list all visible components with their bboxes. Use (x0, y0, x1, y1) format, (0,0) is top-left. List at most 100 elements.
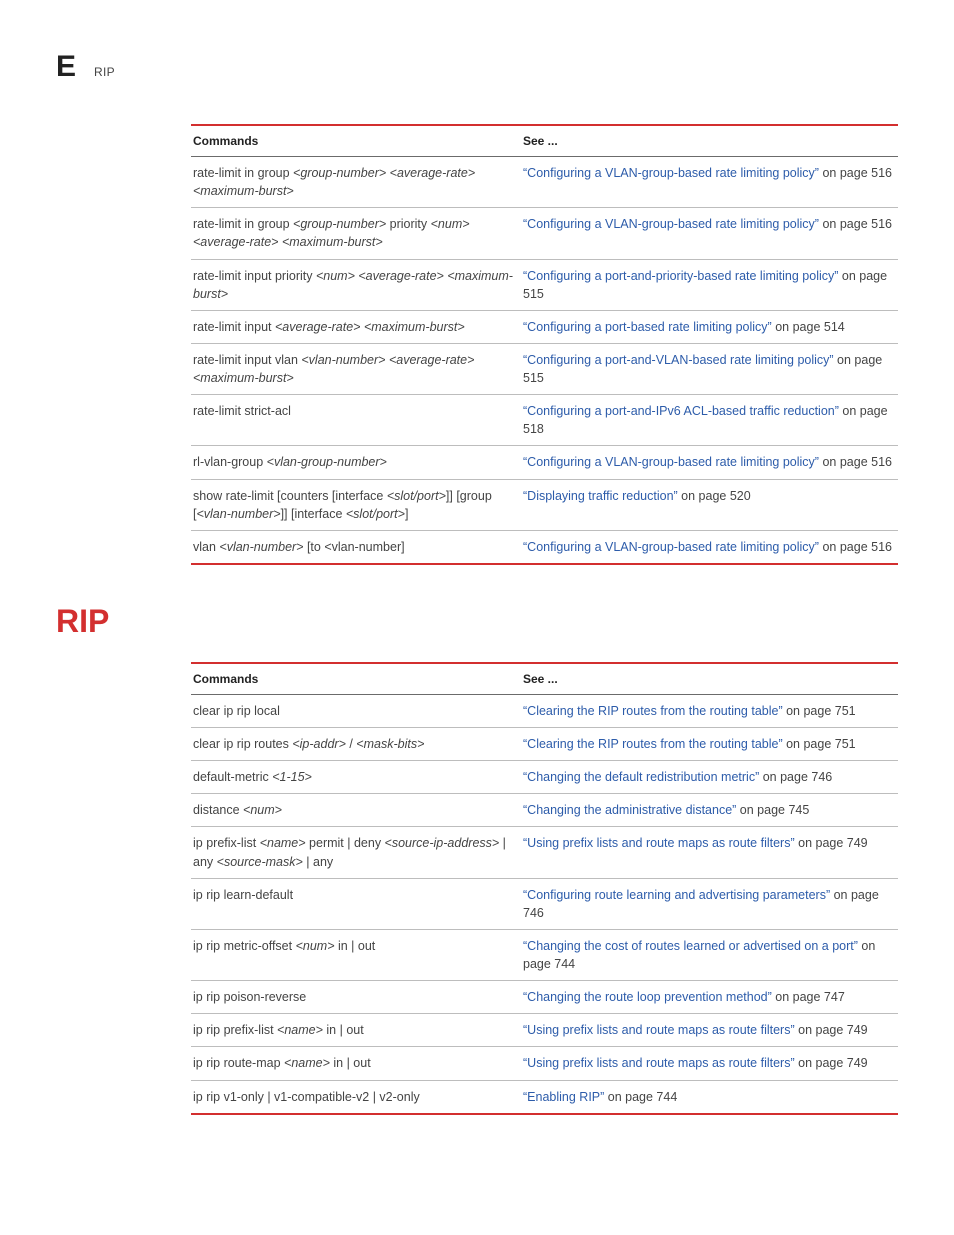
page-ref: on page 745 (736, 803, 809, 817)
cross-ref-link[interactable]: “Configuring a VLAN-group-based rate lim… (523, 166, 819, 180)
command-cell: ip rip prefix-list <name> in | out (191, 1014, 521, 1047)
table-row: ip rip metric-offset <num> in | out“Chan… (191, 929, 898, 980)
cross-ref-link[interactable]: “Configuring a port-and-VLAN-based rate … (523, 353, 834, 367)
command-cell: ip rip poison-reverse (191, 981, 521, 1014)
see-cell: “Configuring a VLAN-group-based rate lim… (521, 446, 898, 479)
cross-ref-link[interactable]: “Displaying traffic reduction” (523, 489, 678, 503)
cross-ref-link[interactable]: “Changing the default redistribution met… (523, 770, 759, 784)
page-ref: on page 520 (678, 489, 751, 503)
see-cell: “Configuring a port-and-IPv6 ACL-based t… (521, 395, 898, 446)
see-cell: “Configuring a VLAN-group-based rate lim… (521, 530, 898, 564)
table-row: ip prefix-list <name> permit | deny <sou… (191, 827, 898, 878)
appendix-label: RIP (94, 65, 115, 79)
page-ref: on page 516 (819, 217, 892, 231)
see-cell: “Using prefix lists and route maps as ro… (521, 1014, 898, 1047)
running-head: E RIP (56, 50, 898, 84)
table-row: clear ip rip local“Clearing the RIP rout… (191, 694, 898, 727)
see-cell: “Configuring a VLAN-group-based rate lim… (521, 208, 898, 259)
page-ref: on page 516 (819, 166, 892, 180)
table-row: ip rip learn-default“Configuring route l… (191, 878, 898, 929)
command-cell: rl-vlan-group <vlan-group-number> (191, 446, 521, 479)
table-row: distance <num>“Changing the administrati… (191, 794, 898, 827)
page-ref: on page 749 (795, 1023, 868, 1037)
cross-ref-link[interactable]: “Configuring a port-and-priority-based r… (523, 269, 838, 283)
command-cell: ip rip v1-only | v1-compatible-v2 | v2-o… (191, 1080, 521, 1114)
table-rip: Commands See ... clear ip rip local“Clea… (191, 662, 898, 1115)
table-rate-limit-wrap: Commands See ... rate-limit in group <gr… (191, 124, 898, 565)
cross-ref-link[interactable]: “Using prefix lists and route maps as ro… (523, 836, 795, 850)
page-ref: on page 747 (772, 990, 845, 1004)
col-header-see: See ... (521, 125, 898, 157)
see-cell: “Enabling RIP” on page 744 (521, 1080, 898, 1114)
cross-ref-link[interactable]: “Using prefix lists and route maps as ro… (523, 1023, 795, 1037)
cross-ref-link[interactable]: “Clearing the RIP routes from the routin… (523, 737, 783, 751)
cross-ref-link[interactable]: “Configuring a VLAN-group-based rate lim… (523, 217, 819, 231)
table-row: ip rip poison-reverse“Changing the route… (191, 981, 898, 1014)
table-row: ip rip prefix-list <name> in | out“Using… (191, 1014, 898, 1047)
see-cell: “Displaying traffic reduction” on page 5… (521, 479, 898, 530)
table-row: rate-limit in group <group-number> <aver… (191, 157, 898, 208)
see-cell: “Using prefix lists and route maps as ro… (521, 1047, 898, 1080)
see-cell: “Changing the route loop prevention meth… (521, 981, 898, 1014)
page-ref: on page 751 (783, 704, 856, 718)
table-row: show rate-limit [counters [interface <sl… (191, 479, 898, 530)
col-header-see: See ... (521, 663, 898, 695)
command-cell: show rate-limit [counters [interface <sl… (191, 479, 521, 530)
see-cell: “Changing the administrative distance” o… (521, 794, 898, 827)
page-ref: on page 516 (819, 455, 892, 469)
cross-ref-link[interactable]: “Changing the route loop prevention meth… (523, 990, 772, 1004)
command-cell: rate-limit strict-acl (191, 395, 521, 446)
table-row: default-metric <1-15>“Changing the defau… (191, 761, 898, 794)
command-cell: ip rip route-map <name> in | out (191, 1047, 521, 1080)
command-cell: ip rip learn-default (191, 878, 521, 929)
command-cell: rate-limit in group <group-number> prior… (191, 208, 521, 259)
page-ref: on page 749 (795, 836, 868, 850)
table-row: rate-limit input priority <num> <average… (191, 259, 898, 310)
command-cell: vlan <vlan-number> [to <vlan-number] (191, 530, 521, 564)
table-row: rate-limit input vlan <vlan-number> <ave… (191, 343, 898, 394)
cross-ref-link[interactable]: “Clearing the RIP routes from the routin… (523, 704, 783, 718)
page-ref: on page 514 (772, 320, 845, 334)
cross-ref-link[interactable]: “Configuring route learning and advertis… (523, 888, 830, 902)
see-cell: “Configuring a port-and-priority-based r… (521, 259, 898, 310)
cross-ref-link[interactable]: “Changing the administrative distance” (523, 803, 736, 817)
command-cell: distance <num> (191, 794, 521, 827)
page-ref: on page 746 (759, 770, 832, 784)
command-cell: clear ip rip routes <ip-addr> / <mask-bi… (191, 728, 521, 761)
see-cell: “Using prefix lists and route maps as ro… (521, 827, 898, 878)
table-row: vlan <vlan-number> [to <vlan-number]“Con… (191, 530, 898, 564)
command-cell: rate-limit input vlan <vlan-number> <ave… (191, 343, 521, 394)
command-cell: rate-limit input priority <num> <average… (191, 259, 521, 310)
cross-ref-link[interactable]: “Changing the cost of routes learned or … (523, 939, 858, 953)
command-cell: rate-limit input <average-rate> <maximum… (191, 310, 521, 343)
col-header-commands: Commands (191, 663, 521, 695)
see-cell: “Changing the default redistribution met… (521, 761, 898, 794)
cross-ref-link[interactable]: “Using prefix lists and route maps as ro… (523, 1056, 795, 1070)
see-cell: “Configuring a port-and-VLAN-based rate … (521, 343, 898, 394)
table-rip-wrap: Commands See ... clear ip rip local“Clea… (191, 662, 898, 1115)
table-row: rate-limit in group <group-number> prior… (191, 208, 898, 259)
section-heading-rip: RIP (56, 603, 898, 640)
page-ref: on page 749 (795, 1056, 868, 1070)
see-cell: “Configuring route learning and advertis… (521, 878, 898, 929)
cross-ref-link[interactable]: “Configuring a port-and-IPv6 ACL-based t… (523, 404, 839, 418)
table-rate-limit: Commands See ... rate-limit in group <gr… (191, 124, 898, 565)
table-row: clear ip rip routes <ip-addr> / <mask-bi… (191, 728, 898, 761)
command-cell: rate-limit in group <group-number> <aver… (191, 157, 521, 208)
table-row: ip rip route-map <name> in | out“Using p… (191, 1047, 898, 1080)
cross-ref-link[interactable]: “Configuring a port-based rate limiting … (523, 320, 772, 334)
table-row: rl-vlan-group <vlan-group-number>“Config… (191, 446, 898, 479)
appendix-letter: E (56, 50, 76, 84)
cross-ref-link[interactable]: “Enabling RIP” (523, 1090, 604, 1104)
see-cell: “Configuring a port-based rate limiting … (521, 310, 898, 343)
table-row: rate-limit strict-acl“Configuring a port… (191, 395, 898, 446)
cross-ref-link[interactable]: “Configuring a VLAN-group-based rate lim… (523, 455, 819, 469)
see-cell: “Clearing the RIP routes from the routin… (521, 694, 898, 727)
col-header-commands: Commands (191, 125, 521, 157)
see-cell: “Configuring a VLAN-group-based rate lim… (521, 157, 898, 208)
see-cell: “Changing the cost of routes learned or … (521, 929, 898, 980)
table-row: rate-limit input <average-rate> <maximum… (191, 310, 898, 343)
cross-ref-link[interactable]: “Configuring a VLAN-group-based rate lim… (523, 540, 819, 554)
table-row: ip rip v1-only | v1-compatible-v2 | v2-o… (191, 1080, 898, 1114)
page-ref: on page 744 (604, 1090, 677, 1104)
